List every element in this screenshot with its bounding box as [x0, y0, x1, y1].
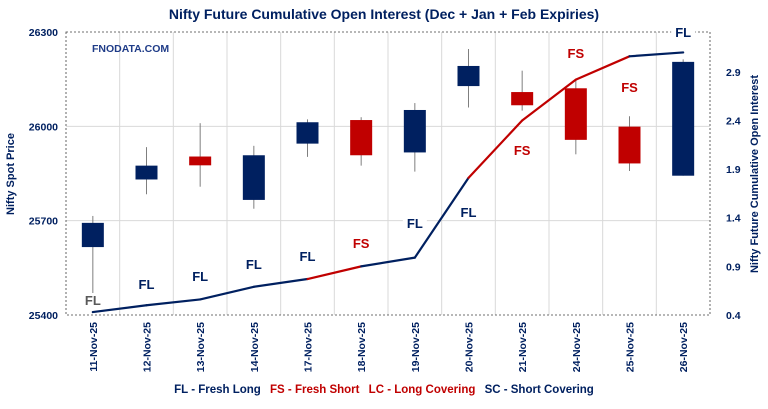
position-label: FL: [675, 25, 691, 40]
plot-border: [65, 31, 711, 316]
y2-tick-label: 0.4: [726, 310, 741, 322]
legend-entry: FS - Fresh Short: [267, 384, 360, 396]
candle-body: [242, 155, 265, 200]
position-label: FL: [407, 216, 423, 231]
candle-body: [189, 156, 212, 166]
grid: [66, 32, 710, 315]
oi-line-segment: [360, 256, 416, 268]
position-label: FL: [300, 249, 316, 264]
x-tick-label: 21-Nov-25: [517, 322, 529, 372]
label-bg: [456, 205, 481, 220]
position-label: FS: [353, 236, 370, 251]
x-tick-label: 25-Nov-25: [625, 322, 637, 372]
label-bg: [671, 25, 696, 40]
position-label: FS: [514, 143, 531, 158]
candle-body: [296, 122, 319, 144]
position-label: FL: [139, 277, 155, 292]
y2-tick-label: 1.9: [726, 164, 741, 176]
label-bg: [134, 277, 159, 292]
label-bg: [617, 80, 642, 95]
y2-tick-label: 2.4: [726, 115, 741, 127]
candle-body: [564, 88, 587, 140]
label-bg: [80, 293, 105, 308]
label-bg: [563, 46, 588, 61]
oi-line-segment: [91, 304, 148, 314]
position-label: FS: [568, 46, 585, 61]
label-bg: [188, 269, 213, 284]
x-tick-label: 13-Nov-25: [195, 322, 207, 372]
legend-text: FL - Fresh Long FS - Fresh Short LC - Lo…: [174, 384, 594, 396]
candle-body: [403, 109, 426, 153]
candle-body: [457, 65, 480, 87]
y2-axis-label: Nifty Future Cumulative Open Interest: [749, 75, 761, 273]
y-tick-label: 26000: [29, 121, 58, 133]
position-label: FL: [192, 269, 208, 284]
candle-body: [618, 126, 641, 164]
position-label: FL: [461, 205, 477, 220]
x-tick-label: 24-Nov-25: [571, 322, 583, 372]
x-tick-label: 14-Nov-25: [249, 322, 261, 372]
watermark: FNODATA.COM: [92, 43, 169, 55]
label-bg: [241, 257, 266, 272]
position-label: FL: [246, 257, 262, 272]
x-tick-label: 26-Nov-25: [678, 322, 690, 372]
position-label: FS: [621, 80, 638, 95]
oi-line-segment: [413, 176, 470, 259]
candle-body: [350, 120, 373, 156]
legend: FL - Fresh Long FS - Fresh Short LC - Lo…: [174, 384, 594, 396]
x-tick-label: 12-Nov-25: [142, 322, 154, 372]
x-tick-label: 18-Nov-25: [356, 322, 368, 372]
oi-line-segment: [574, 55, 631, 81]
y-tick-label: 25400: [29, 310, 58, 322]
y-tick-label: 26300: [29, 27, 58, 39]
oi-line-segment: [628, 51, 685, 58]
y2-tick-label: 0.9: [726, 261, 741, 273]
legend-entry: SC - Short Covering: [481, 384, 593, 396]
oi-line-segment: [252, 277, 309, 288]
oi-line-segment: [145, 298, 202, 307]
chart-title: Nifty Future Cumulative Open Interest (D…: [169, 6, 599, 22]
oi-line-segment: [521, 78, 577, 122]
y2-tick-label: 1.4: [726, 213, 741, 225]
x-tick-label: 17-Nov-25: [303, 322, 315, 372]
legend-entry: LC - Long Covering: [365, 384, 475, 396]
label-bg: [295, 249, 320, 264]
oi-line-segment: [199, 285, 255, 301]
candle-body: [135, 165, 158, 180]
x-tick-label: 20-Nov-25: [464, 322, 476, 372]
oi-line-segment: [306, 265, 363, 281]
x-tick-label: 19-Nov-25: [410, 322, 422, 372]
label-bg: [402, 216, 427, 231]
legend-entry: FL - Fresh Long: [174, 384, 261, 396]
position-label: FL: [85, 293, 101, 308]
y-tick-label: 25700: [29, 216, 58, 228]
label-bg: [349, 236, 374, 251]
candle-body: [511, 92, 534, 106]
candle-body: [672, 61, 695, 176]
y2-tick-label: 2.9: [726, 67, 741, 79]
oi-line-segment: [467, 119, 524, 179]
candle-body: [81, 222, 104, 248]
label-bg: [510, 143, 535, 158]
y-axis-label: Nifty Spot Price: [5, 133, 17, 215]
x-tick-label: 11-Nov-25: [88, 322, 100, 372]
